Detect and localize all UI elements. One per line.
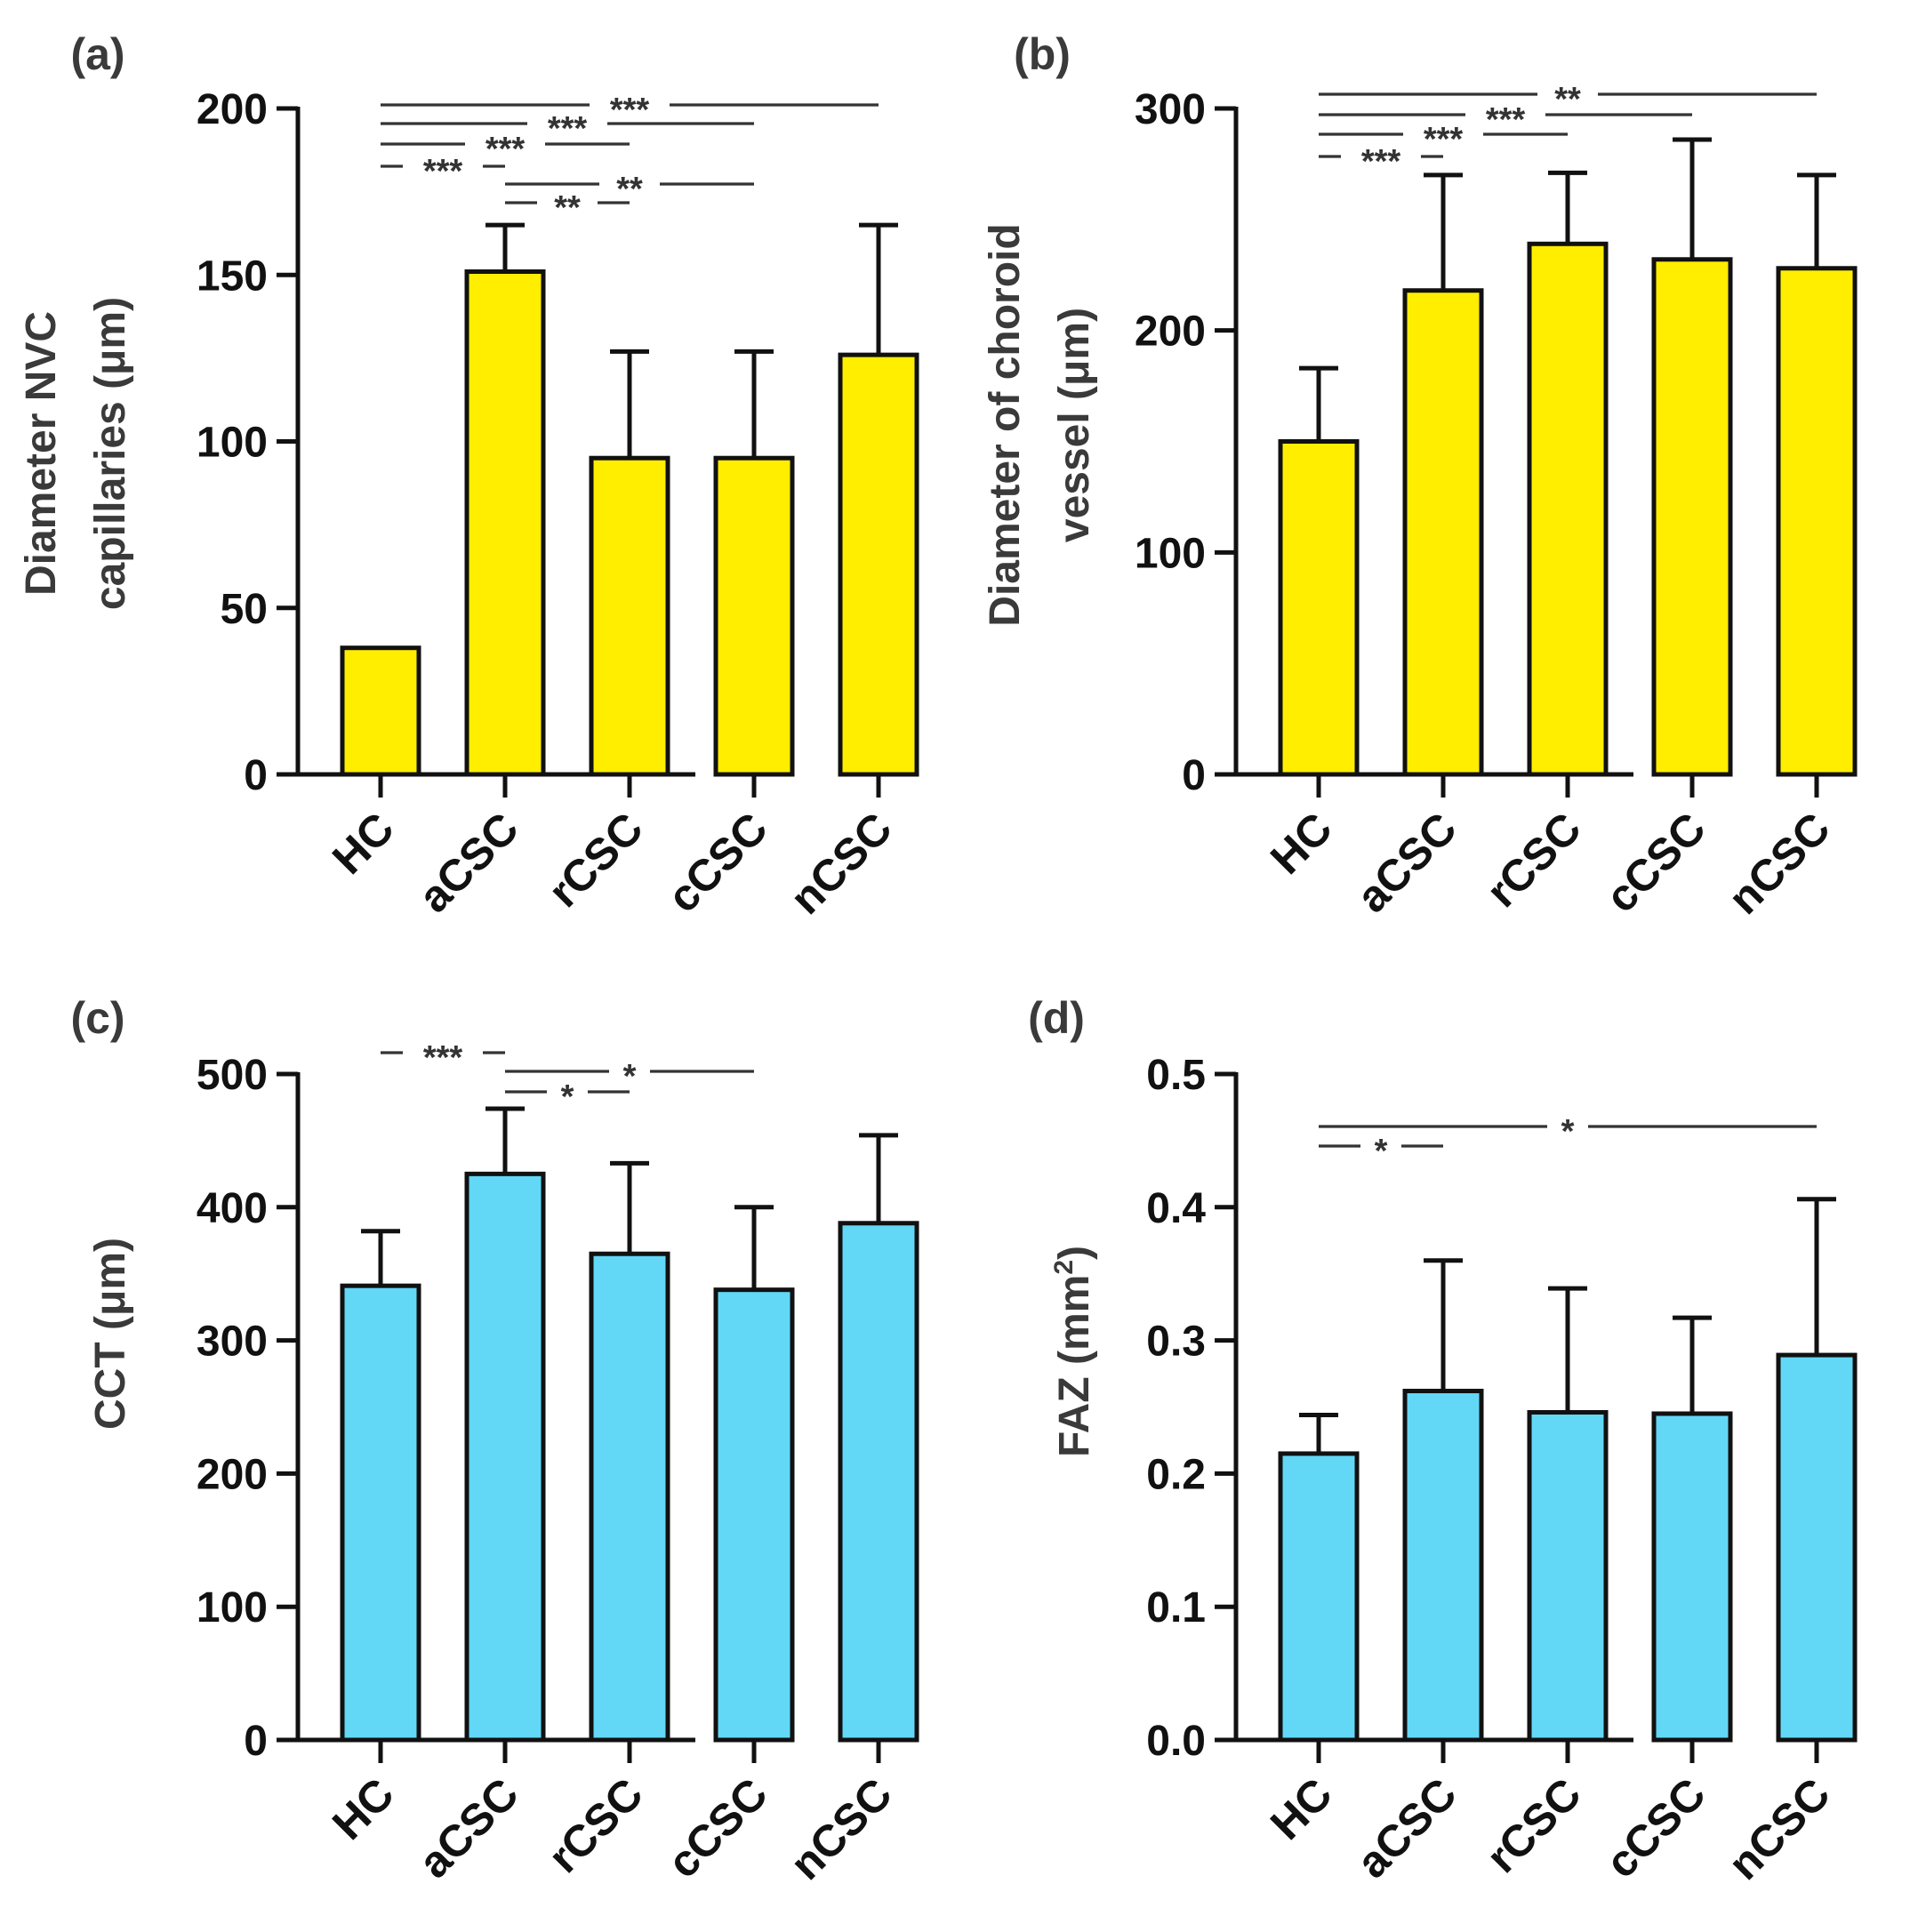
bar-nCSC (838, 1221, 919, 1743)
bar-rCSC (589, 455, 670, 777)
y-tick-label: 50 (221, 586, 268, 633)
y-tick-label: 500 (197, 1052, 268, 1099)
y-tick-label: 0.1 (1146, 1584, 1206, 1631)
significance-label: *** (423, 153, 463, 190)
y-tick-label: 300 (1135, 86, 1206, 133)
panel-c: (c) CCT (μm) 0 100 200 300 400 500 HC aCSC rCSC cCS… (70, 993, 919, 1889)
x-tick-label-aCSC: aCSC (1347, 803, 1466, 922)
significance-label: * (1561, 1113, 1575, 1150)
x-tick-label-aCSC: aCSC (409, 803, 528, 922)
bar-aCSC (464, 269, 546, 777)
bar-HC (1278, 439, 1360, 777)
bar-rCSC (589, 1251, 670, 1743)
significance-label: ** (554, 189, 581, 227)
panel-letter: (c) (70, 993, 124, 1043)
y-tick-label: 400 (197, 1185, 268, 1232)
y-axis-label-main: FAZ (mm (1051, 1275, 1098, 1457)
bar-cCSC (1651, 257, 1733, 777)
significance-label: * (1375, 1133, 1388, 1170)
bar-cCSC (713, 455, 795, 777)
panel-d: (d) FAZ (mm2) 0.0 0.1 0.2 0.3 0.4 0.5 HC aCSC rCSC… (1028, 993, 1858, 1889)
x-tick-label-rCSC: rCSC (1477, 803, 1591, 917)
y-tick-label: 100 (197, 420, 268, 467)
bar-nCSC (1776, 266, 1858, 777)
y-axis-label-line: Diameter of choroid (982, 223, 1029, 626)
bar-HC (340, 645, 421, 777)
x-tick-label-nCSC: nCSC (1719, 803, 1840, 924)
bar-rCSC (1527, 1409, 1609, 1743)
x-tick-label-HC: HC (1261, 1768, 1342, 1849)
y-tick-label: 300 (197, 1319, 268, 1366)
x-tick-label-HC: HC (323, 1768, 404, 1849)
y-tick-label: 200 (197, 1451, 268, 1498)
significance-label: *** (486, 131, 526, 168)
bar-aCSC (464, 1171, 546, 1743)
bar-HC (1278, 1451, 1360, 1743)
significance-label: *** (1424, 121, 1464, 158)
y-tick-label: 100 (1135, 530, 1206, 577)
y-axis-label-line: Diameter NVC (18, 311, 65, 596)
bar-cCSC (1651, 1411, 1733, 1743)
significance-label: * (561, 1078, 574, 1116)
x-tick-label-cCSC: cCSC (1596, 1768, 1715, 1888)
significance-label: ** (1554, 81, 1581, 118)
y-tick-label: 0 (244, 752, 268, 799)
y-tick-label: 0 (1182, 752, 1206, 799)
y-tick-label: 0.0 (1146, 1718, 1206, 1765)
x-tick-label-nCSC: nCSC (781, 1768, 902, 1889)
bar-rCSC (1527, 241, 1609, 777)
significance-label: *** (423, 1039, 463, 1077)
panel-a: (a) Diameter NVC capillaries (μm) 0 50 100 150… (18, 29, 919, 924)
x-tick-label-HC: HC (323, 803, 404, 884)
y-tick-label: 0 (244, 1718, 268, 1765)
y-axis-label-line: capillaries (μm) (87, 297, 134, 610)
panel-b: (b) Diameter of choroid vessel (μm) 0 100 200… (982, 29, 1858, 924)
y-tick-label: 100 (197, 1584, 268, 1631)
y-axis-label: FAZ (mm2) (1049, 1246, 1098, 1457)
significance-label: * (623, 1058, 637, 1095)
x-tick-label-cCSC: cCSC (658, 1768, 777, 1888)
y-tick-label: 150 (197, 253, 268, 300)
y-tick-label: 200 (1135, 309, 1206, 356)
bar-aCSC (1402, 1389, 1484, 1743)
x-tick-label-rCSC: rCSC (1477, 1768, 1591, 1882)
x-tick-label-rCSC: rCSC (539, 803, 653, 917)
panel-letter: (d) (1028, 993, 1085, 1043)
y-axis-label-superscript: 2 (1049, 1260, 1079, 1275)
significance-label: *** (548, 110, 588, 148)
panel-letter: (b) (1014, 29, 1071, 79)
x-tick-label-nCSC: nCSC (1719, 1768, 1840, 1889)
x-tick-label-aCSC: aCSC (409, 1768, 528, 1888)
y-axis-label-line: CCT (μm) (87, 1238, 134, 1430)
x-tick-label-nCSC: nCSC (781, 803, 902, 924)
y-tick-label: 0.5 (1146, 1052, 1206, 1099)
x-tick-label-HC: HC (1261, 803, 1342, 884)
bar-aCSC (1402, 288, 1484, 777)
y-axis-label-end: ) (1051, 1246, 1098, 1260)
significance-label: *** (1361, 143, 1401, 180)
bar-HC (340, 1283, 421, 1743)
bar-nCSC (1776, 1352, 1858, 1743)
x-tick-label-cCSC: cCSC (1596, 803, 1715, 922)
panel-letter: (a) (70, 29, 124, 79)
y-tick-label: 0.3 (1146, 1319, 1206, 1366)
bar-cCSC (713, 1287, 795, 1743)
x-tick-label-cCSC: cCSC (658, 803, 777, 922)
y-tick-label: 0.4 (1146, 1185, 1206, 1232)
y-axis-label-line: vessel (μm) (1051, 308, 1098, 542)
y-tick-label: 200 (197, 86, 268, 133)
x-tick-label-aCSC: aCSC (1347, 1768, 1466, 1888)
significance-label: *** (1486, 101, 1526, 139)
y-tick-label: 0.2 (1146, 1451, 1206, 1498)
bar-nCSC (838, 352, 919, 777)
x-tick-label-rCSC: rCSC (539, 1768, 653, 1882)
